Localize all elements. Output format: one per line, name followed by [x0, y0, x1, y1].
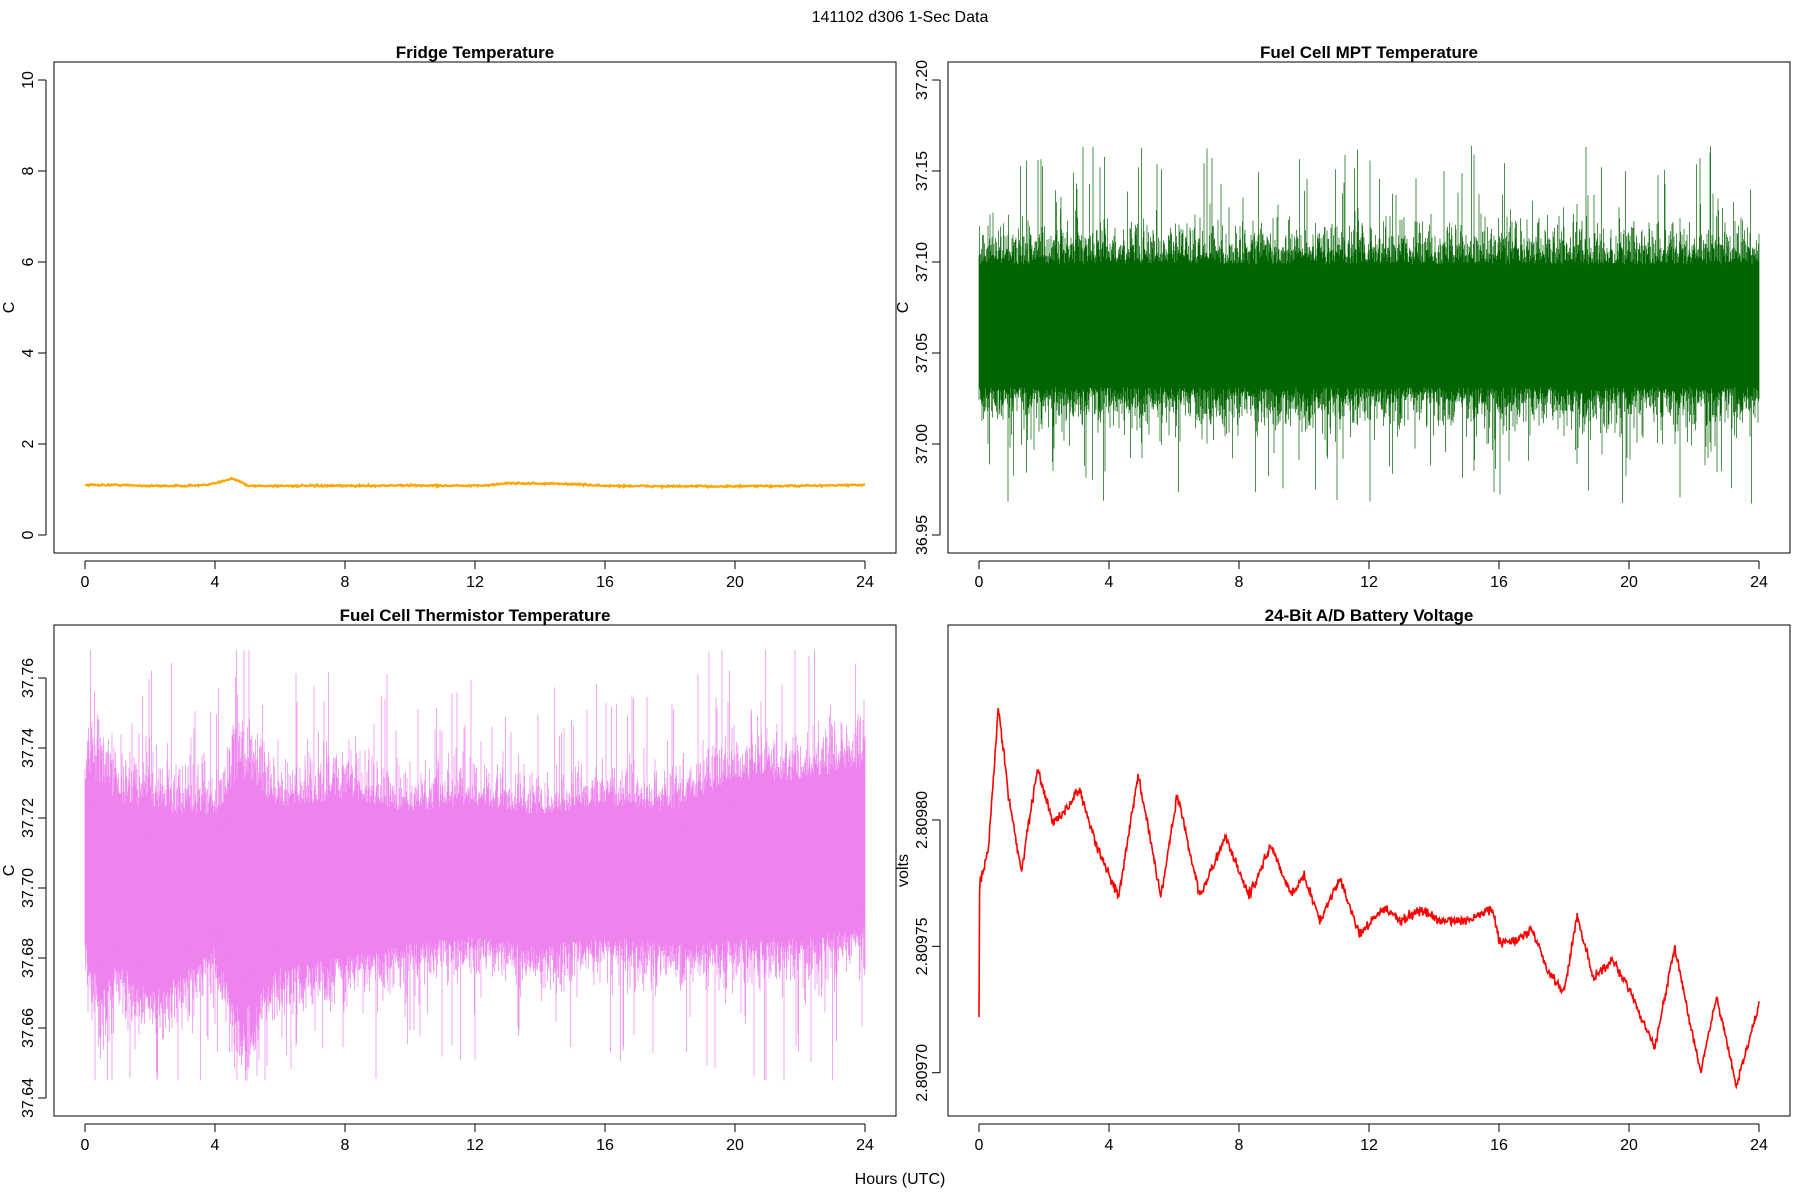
- x-tick-label: 4: [211, 1137, 220, 1154]
- y-tick-label: 6: [20, 257, 37, 266]
- x-tick-label: 4: [1105, 574, 1114, 591]
- panel-title: 24-Bit A/D Battery Voltage: [1265, 606, 1474, 625]
- x-tick-label: 12: [1360, 574, 1378, 591]
- y-tick-label: 37.74: [20, 728, 37, 768]
- x-tick-label: 12: [466, 1137, 484, 1154]
- y-tick-label: 8: [20, 166, 37, 175]
- series-line: [978, 707, 1760, 1090]
- panel-title: Fridge Temperature: [396, 43, 554, 62]
- x-tick-label: 20: [726, 1137, 744, 1154]
- y-tick-label: 37.70: [20, 868, 37, 908]
- y-axis-label: volts: [895, 854, 912, 887]
- plot-frame: [53, 61, 897, 554]
- y-axis: 37.64 37.66 37.68 37.70 37.72 37.74 37.76: [20, 658, 47, 1118]
- x-tick-label: 8: [341, 574, 350, 591]
- x-tick-label: 0: [81, 574, 90, 591]
- series-band: [979, 280, 1759, 371]
- series-band: [85, 788, 865, 982]
- y-tick-label: 37.68: [20, 938, 37, 978]
- panel-3: Fuel Cell Thermistor Temperature 0 4 8 12 16 2…: [1, 606, 897, 1154]
- plot-frame: [947, 624, 1791, 1117]
- y-tick-label: 2.80970: [914, 1044, 931, 1102]
- x-tick-label: 0: [975, 574, 984, 591]
- y-tick-label: 2.80975: [914, 917, 931, 975]
- x-tick-label: 8: [1235, 1137, 1244, 1154]
- y-tick-label: 37.00: [914, 424, 931, 464]
- panel-4: 24-Bit A/D Battery Voltage 0 4 8 12 16 20 24 2.8…: [895, 606, 1791, 1154]
- series-group: [978, 145, 1760, 504]
- x-tick-label: 20: [726, 574, 744, 591]
- x-axis: 0 4 8 12 16 20 24: [81, 560, 874, 591]
- x-tick-label: 24: [1750, 1137, 1768, 1154]
- y-tick-label: 37.10: [914, 242, 931, 282]
- y-tick-label: 37.76: [20, 658, 37, 698]
- x-tick-label: 20: [1620, 574, 1638, 591]
- x-tick-label: 16: [1490, 1137, 1508, 1154]
- figure-title: 141102 d306 1-Sec Data: [812, 9, 989, 26]
- x-tick-label: 0: [81, 1137, 90, 1154]
- series-group: [84, 650, 866, 1081]
- y-axis: 36.95 37.00 37.05 37.10 37.15 37.20: [914, 60, 941, 555]
- panel-2: Fuel Cell MPT Temperature 0 4 8 12 16 20 24 36.9…: [895, 43, 1791, 591]
- series-line: [84, 476, 866, 490]
- x-tick-label: 0: [975, 1137, 984, 1154]
- y-tick-label: 37.64: [20, 1078, 37, 1118]
- y-axis-label: C: [1, 865, 18, 877]
- y-tick-label: 2: [20, 439, 37, 448]
- y-tick-label: 37.72: [20, 798, 37, 838]
- x-axis: 0 4 8 12 16 20 24: [975, 1123, 1768, 1154]
- x-tick-label: 8: [341, 1137, 350, 1154]
- y-axis: 2.80970 2.80975 2.80980: [914, 791, 941, 1102]
- x-tick-label: 4: [1105, 1137, 1114, 1154]
- series-group: [978, 707, 1760, 1090]
- x-tick-label: 16: [596, 1137, 614, 1154]
- y-tick-label: 37.05: [914, 333, 931, 373]
- y-tick-label: 37.66: [20, 1008, 37, 1048]
- x-tick-label: 12: [1360, 1137, 1378, 1154]
- figure-x-axis-label: Hours (UTC): [855, 1171, 946, 1188]
- y-axis-label: C: [1, 302, 18, 314]
- x-tick-label: 4: [211, 574, 220, 591]
- y-tick-label: 2.80980: [914, 791, 931, 849]
- y-tick-label: 37.20: [914, 60, 931, 100]
- x-tick-label: 8: [1235, 574, 1244, 591]
- y-tick-label: 10: [20, 71, 37, 89]
- x-tick-label: 20: [1620, 1137, 1638, 1154]
- y-tick-label: 4: [20, 348, 37, 357]
- y-tick-label: 37.15: [914, 151, 931, 191]
- y-axis-label: C: [895, 302, 912, 314]
- panel-title: Fuel Cell Thermistor Temperature: [340, 606, 611, 625]
- plot-frame: [947, 61, 1791, 554]
- x-axis: 0 4 8 12 16 20 24: [81, 1123, 874, 1154]
- y-tick-label: 36.95: [914, 515, 931, 555]
- plot-frame: [53, 624, 897, 1117]
- x-tick-label: 24: [1750, 574, 1768, 591]
- x-axis: 0 4 8 12 16 20 24: [975, 560, 1768, 591]
- x-tick-label: 12: [466, 574, 484, 591]
- series-group: [84, 476, 866, 490]
- x-tick-label: 16: [1490, 574, 1508, 591]
- x-tick-label: 24: [856, 574, 874, 591]
- x-tick-label: 16: [596, 574, 614, 591]
- y-tick-label: 0: [20, 530, 37, 539]
- x-tick-label: 24: [856, 1137, 874, 1154]
- y-axis: 0 2 4 6 8 10: [20, 71, 47, 539]
- panel-title: Fuel Cell MPT Temperature: [1260, 43, 1478, 62]
